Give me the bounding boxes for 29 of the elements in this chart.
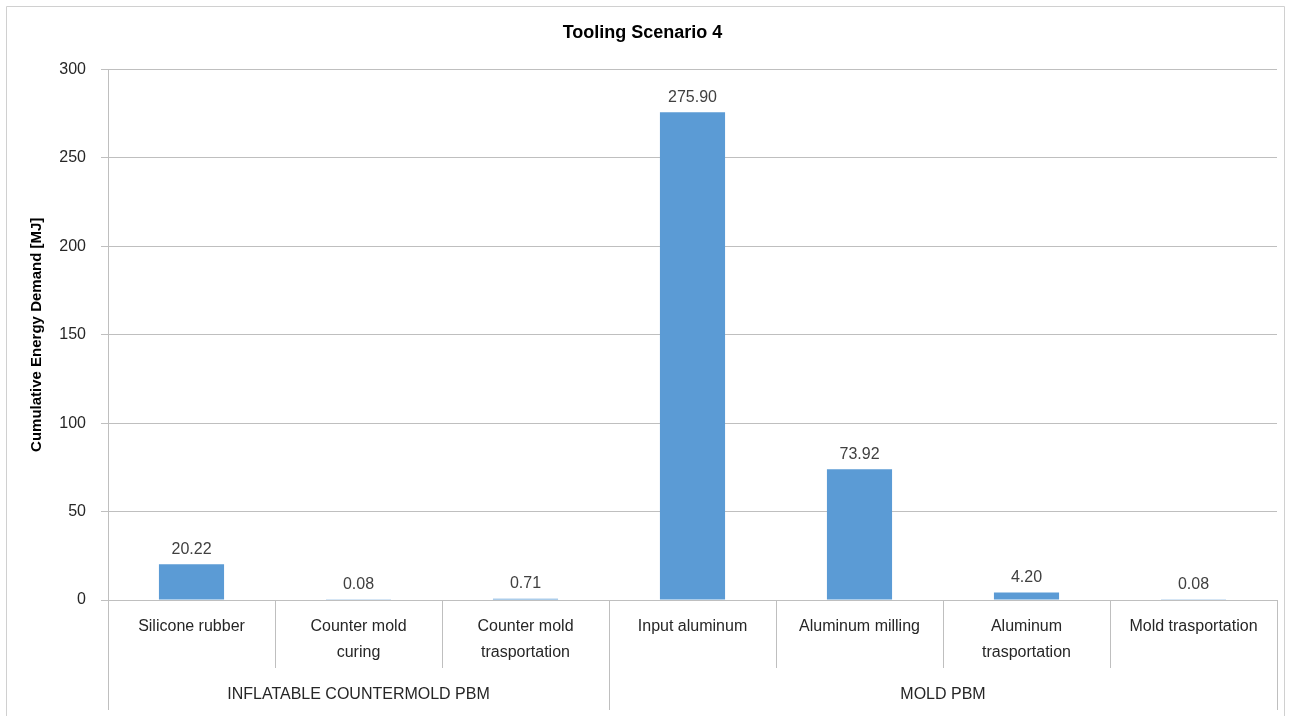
y-tick-label: 300 [59,60,87,78]
y-tick-label: 100 [59,413,87,431]
data-label: 73.92 [839,444,880,462]
x-tick-label: Counter mold curing [310,617,407,660]
y-axis-title: Cumulative Energy Demand [MJ] [27,217,45,452]
x-tick-label: Aluminum trasportation [982,617,1071,660]
chart-title: Tooling Scenario 4 [562,21,723,42]
x-tick-label: Silicone rubber [138,617,246,635]
text: MOLD PBM [900,685,986,703]
y-tick-label: 200 [59,236,87,254]
x-tick-label: Mold trasportation [1129,617,1258,635]
x-tick-label: Counter mold trasportation [477,617,574,660]
data-label: 275.90 [668,87,718,105]
data-label: 0.08 [1177,575,1210,593]
x-tick-label: Aluminum milling [799,617,920,635]
bar [826,469,893,600]
y-tick-label: 50 [68,502,87,520]
bar [993,592,1060,600]
y-tick-label: 150 [59,325,87,343]
bar [158,564,225,600]
data-label: 4.20 [1010,567,1043,585]
y-tick-label: 0 [77,590,87,608]
bar [659,112,726,600]
data-label: 20.22 [171,539,212,557]
data-label: 0.08 [342,575,375,593]
data-label: 0.71 [509,574,542,592]
y-tick-label: 250 [59,148,87,166]
text: INFLATABLE COUNTERMOLD PBM [227,685,490,703]
x-tick-label: Input aluminum [637,617,748,635]
